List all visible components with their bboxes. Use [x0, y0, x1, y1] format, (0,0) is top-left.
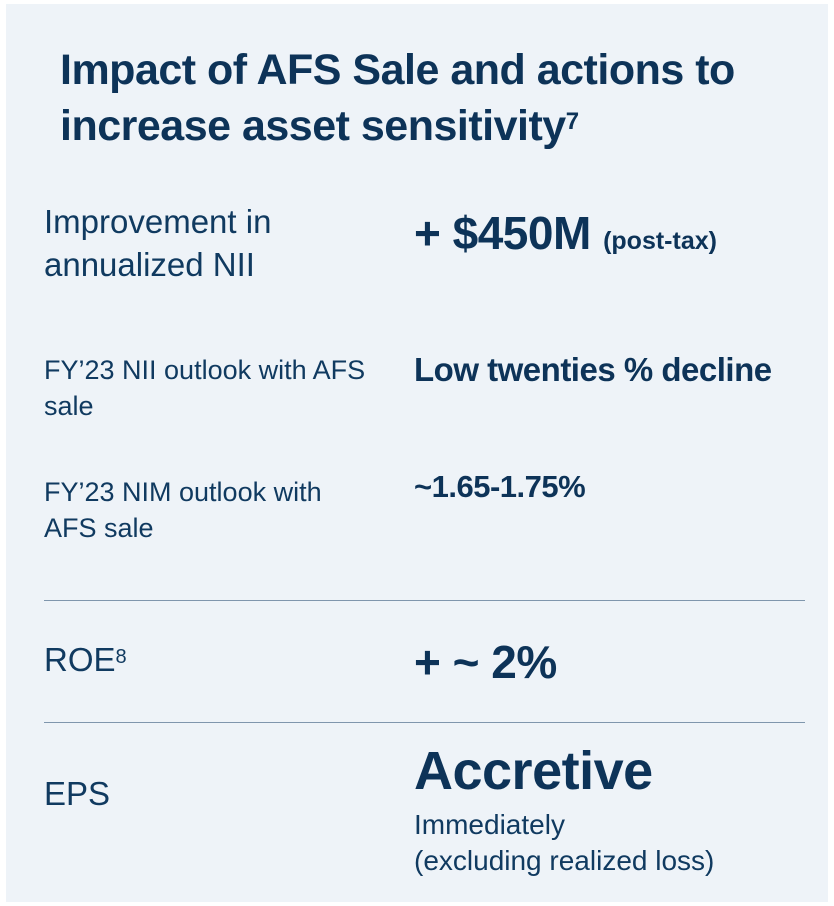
nii-outlook-label: FY’23 NII outlook with AFS sale — [44, 355, 366, 421]
title-text: Impact of AFS Sale and actions to increa… — [60, 46, 735, 150]
divider — [44, 600, 805, 601]
roe-value: + ~ 2% — [414, 636, 557, 688]
nii-improvement-label: Improvement in annualized NII — [44, 203, 272, 283]
nim-outlook-value: ~1.65-1.75% — [414, 469, 586, 504]
title-footnote: 7 — [565, 108, 579, 135]
eps-timing: Immediately — [414, 809, 565, 840]
roe-label: ROE8 — [44, 638, 374, 681]
eps-note: (excluding realized loss) — [414, 845, 715, 876]
nii-improvement-value: + $450M (post-tax) — [414, 207, 717, 267]
page-title: Impact of AFS Sale and actions to increa… — [60, 42, 800, 154]
nii-improvement-amount: + $450M — [414, 207, 591, 259]
nii-improvement-suffix: (post-tax) — [603, 227, 717, 255]
nim-outlook-label: FY’23 NIM outlook with AFS sale — [44, 477, 322, 543]
roe-label-text: ROE — [44, 641, 116, 678]
eps-value: Accretive — [414, 741, 653, 801]
eps-label: EPS — [44, 775, 111, 812]
divider — [44, 722, 805, 723]
nii-outlook-value: Low twenties % decline — [414, 351, 772, 388]
roe-footnote: 8 — [115, 646, 127, 668]
summary-card: Impact of AFS Sale and actions to increa… — [6, 4, 828, 902]
